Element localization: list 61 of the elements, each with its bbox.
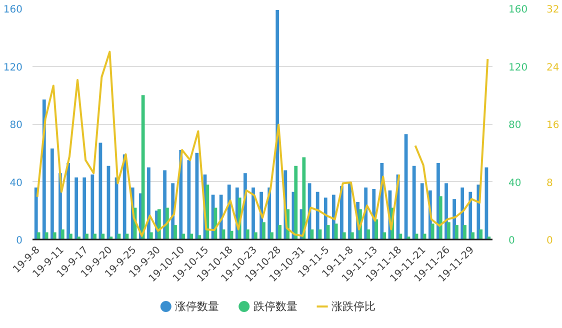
y3-tick-label: 16 [546,120,560,131]
bar [479,229,483,240]
bar [77,236,80,240]
bar [52,232,56,240]
y3-tick-label: 0 [546,236,553,246]
y3-tick-label: 8 [546,178,553,189]
legend-label: 跌停数量 [253,300,298,313]
y-tick-label: 160 [3,4,23,16]
bar [174,225,177,240]
bar [149,232,153,240]
bar [302,157,306,240]
y2-tick-label: 80 [508,120,522,131]
bar [350,232,354,240]
bar [446,222,450,240]
bar [187,160,191,240]
legend-label: 涨停数量 [175,300,220,313]
y2-tick-label: 0 [508,236,515,246]
bar [190,234,194,240]
bar [246,229,250,240]
bar [182,234,185,240]
bar [487,236,491,240]
y-tick-label: 0 [16,236,23,246]
y3-tick-label: 32 [546,4,560,16]
y2-tick-label: 120 [508,62,528,74]
bar [366,229,370,240]
y2-tick-label: 160 [508,4,528,16]
bar [74,177,78,240]
bar [276,10,280,240]
y3-tick-label: 24 [546,62,560,74]
bar [270,232,274,240]
bar [278,225,282,240]
bar [342,232,346,240]
bar [101,234,105,240]
bar [147,167,150,240]
bar [85,234,88,240]
bar [398,234,402,240]
bar [141,95,145,240]
y-tick-label: 40 [10,178,23,189]
y-tick-label: 80 [10,120,23,131]
bar [60,229,64,240]
bar [93,234,97,240]
bar [44,232,48,240]
bar [420,183,424,240]
bar [198,235,202,240]
bar [252,188,255,240]
y2-tick-label: 40 [508,178,522,189]
bar [348,183,352,240]
bar [82,177,86,240]
bar [254,232,258,240]
bar [50,148,54,240]
y-tick-label: 120 [3,62,23,74]
bar [90,174,94,240]
bar [471,232,474,240]
bar [69,234,72,240]
bar [463,225,466,240]
bar [412,166,416,240]
bar [66,162,70,240]
bar [34,188,38,240]
legend-label: 涨跌停比 [332,300,376,313]
bar [109,236,113,240]
bar [382,232,386,240]
